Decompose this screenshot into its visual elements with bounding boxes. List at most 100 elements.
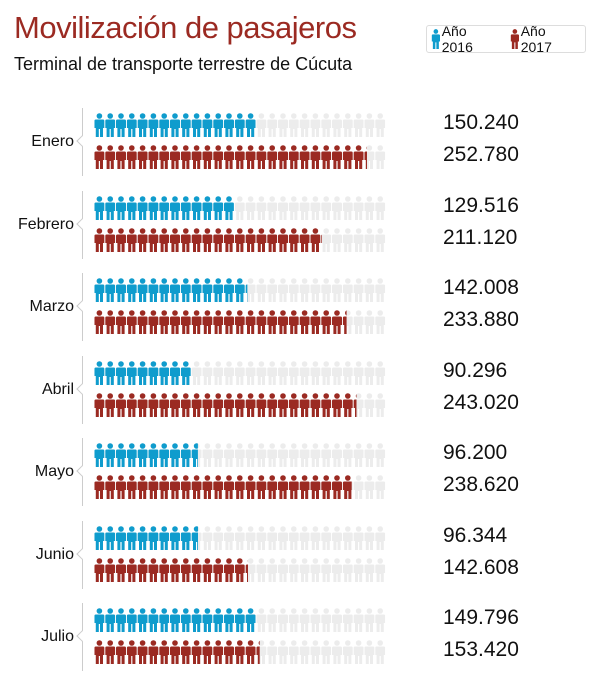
empty-person-icon bbox=[364, 227, 375, 252]
person-icon bbox=[148, 640, 159, 664]
empty-person-icon bbox=[234, 443, 245, 467]
empty-person-icon bbox=[310, 278, 321, 302]
person-icon bbox=[137, 443, 148, 467]
pictogram-bar bbox=[94, 276, 439, 304]
person-icon bbox=[126, 640, 137, 664]
empty-person-icon bbox=[310, 195, 321, 220]
month-group: Marzo 142.008 233.880 bbox=[0, 273, 600, 345]
person-icon bbox=[137, 557, 148, 582]
person-icon bbox=[191, 310, 202, 334]
empty-person-icon bbox=[321, 360, 332, 385]
person-icon bbox=[116, 392, 126, 417]
person-icon bbox=[105, 640, 116, 664]
pictogram-svg bbox=[94, 443, 386, 467]
empty-person-icon bbox=[288, 640, 299, 664]
legend: Año 2016 Año 2017 bbox=[426, 23, 586, 55]
person-icon bbox=[105, 360, 116, 385]
empty-person-icon bbox=[288, 195, 299, 220]
empty-person-icon bbox=[364, 475, 375, 499]
person-icon bbox=[170, 475, 180, 499]
person-icon bbox=[191, 608, 202, 632]
person-icon bbox=[191, 392, 202, 417]
pictogram-svg bbox=[94, 525, 386, 550]
person-icon bbox=[137, 113, 148, 137]
person-icon bbox=[159, 525, 170, 550]
empty-person-icon bbox=[299, 195, 310, 220]
empty-person-icon bbox=[278, 113, 288, 137]
empty-person-icon bbox=[332, 525, 342, 550]
person-icon bbox=[116, 113, 126, 137]
value-label: 233.880 bbox=[443, 308, 519, 331]
person-icon bbox=[137, 227, 148, 252]
person-icon bbox=[116, 640, 126, 664]
empty-person-icon bbox=[342, 227, 353, 252]
person-icon bbox=[137, 310, 148, 334]
person-icon bbox=[105, 475, 116, 499]
empty-person-icon bbox=[332, 443, 342, 467]
person-icon bbox=[105, 608, 116, 632]
person-icon bbox=[224, 608, 234, 632]
empty-person-icon bbox=[375, 278, 386, 302]
month-group: Abril 90.296 243.020 bbox=[0, 355, 600, 428]
legend-label: Año 2016 bbox=[441, 23, 473, 55]
person-icon bbox=[159, 392, 170, 417]
person-icon bbox=[267, 145, 278, 169]
category-label: Junio bbox=[35, 545, 74, 563]
empty-person-icon bbox=[299, 525, 310, 550]
person-icon bbox=[180, 278, 191, 302]
person-icon bbox=[234, 113, 245, 137]
empty-person-icon bbox=[342, 278, 353, 302]
empty-person-icon bbox=[234, 525, 245, 550]
person-icon bbox=[256, 145, 267, 169]
person-icon bbox=[213, 608, 224, 632]
empty-person-icon bbox=[310, 360, 321, 385]
empty-person-icon bbox=[278, 525, 288, 550]
person-icon bbox=[310, 145, 321, 169]
empty-person-icon bbox=[310, 525, 321, 550]
legend-item-2017: Año 2017 bbox=[510, 23, 579, 55]
empty-person-icon bbox=[353, 195, 364, 220]
empty-person-icon bbox=[278, 443, 288, 467]
empty-person-icon bbox=[299, 443, 310, 467]
person-icon bbox=[213, 392, 224, 417]
person-icon bbox=[148, 113, 159, 137]
empty-person-icon bbox=[332, 227, 342, 252]
pictogram-bar bbox=[94, 473, 439, 501]
empty-person-icon bbox=[364, 113, 375, 137]
empty-person-icon bbox=[332, 640, 342, 664]
person-icon bbox=[234, 392, 245, 417]
empty-person-icon bbox=[332, 278, 342, 302]
person-icon bbox=[94, 113, 105, 137]
empty-person-icon bbox=[321, 195, 332, 220]
empty-person-icon bbox=[375, 310, 386, 334]
person-icon bbox=[94, 392, 105, 417]
empty-person-icon bbox=[267, 525, 278, 550]
person-icon bbox=[278, 310, 288, 334]
pictogram-svg bbox=[94, 310, 386, 334]
person-icon bbox=[191, 278, 202, 302]
person-icon bbox=[105, 278, 116, 302]
person-icon bbox=[191, 145, 202, 169]
person-icon bbox=[234, 145, 245, 169]
value-label: 238.620 bbox=[443, 473, 519, 496]
person-icon bbox=[105, 443, 116, 467]
person-icon bbox=[299, 475, 310, 499]
person-icon bbox=[126, 475, 137, 499]
person-icon bbox=[278, 475, 288, 499]
person-icon bbox=[126, 113, 137, 137]
person-icon bbox=[245, 392, 256, 417]
pictogram-bar bbox=[94, 524, 439, 552]
person-icon bbox=[180, 310, 191, 334]
person-icon bbox=[256, 392, 267, 417]
person-icon bbox=[234, 278, 245, 302]
value-label: 129.516 bbox=[443, 193, 519, 217]
category-label: Febrero bbox=[17, 215, 74, 233]
person-icon bbox=[202, 310, 213, 334]
person-icon bbox=[310, 392, 321, 417]
person-icon bbox=[299, 392, 310, 417]
empty-person-icon bbox=[353, 608, 364, 632]
person-icon bbox=[202, 475, 213, 499]
person-icon bbox=[224, 557, 234, 582]
person-icon bbox=[105, 195, 116, 220]
empty-person-icon bbox=[375, 640, 386, 664]
